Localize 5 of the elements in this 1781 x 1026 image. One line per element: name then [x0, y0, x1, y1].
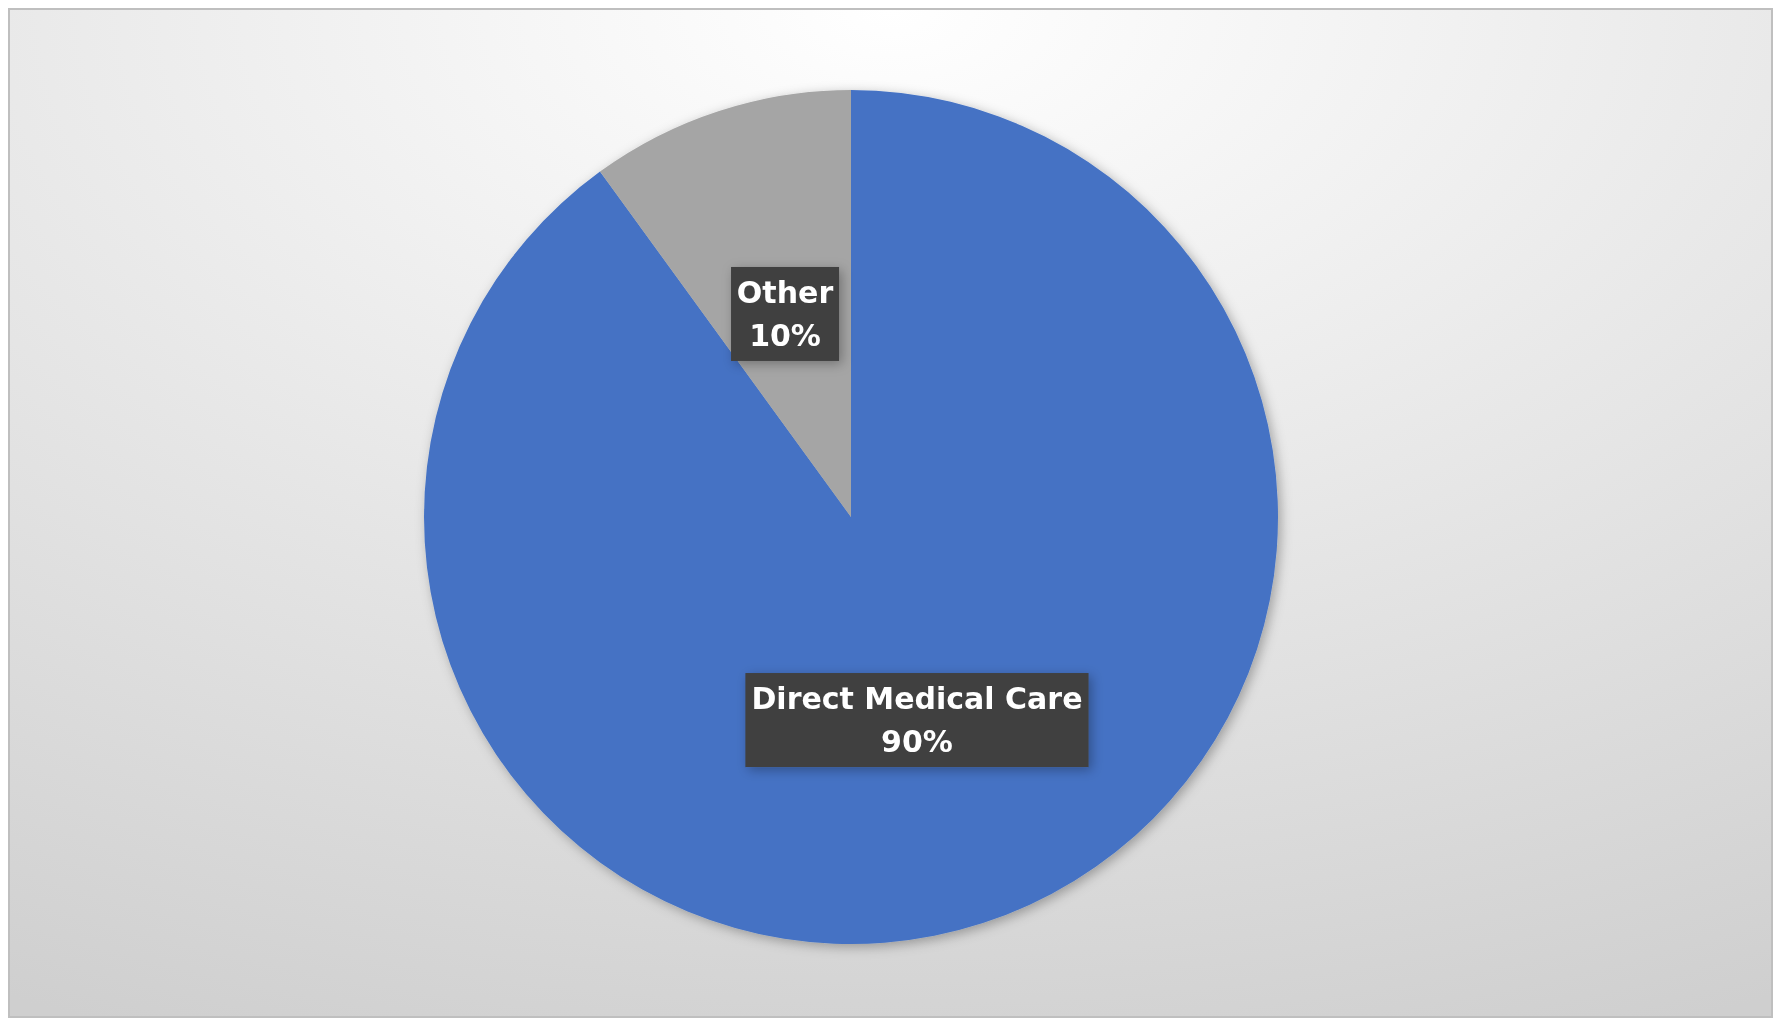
data-label: 10%	[749, 317, 821, 353]
slice-label: Other	[736, 274, 834, 310]
data-label: 90%	[881, 724, 953, 760]
slice-label: Direct Medical Care	[751, 681, 1083, 717]
pie-slice	[424, 90, 1278, 944]
